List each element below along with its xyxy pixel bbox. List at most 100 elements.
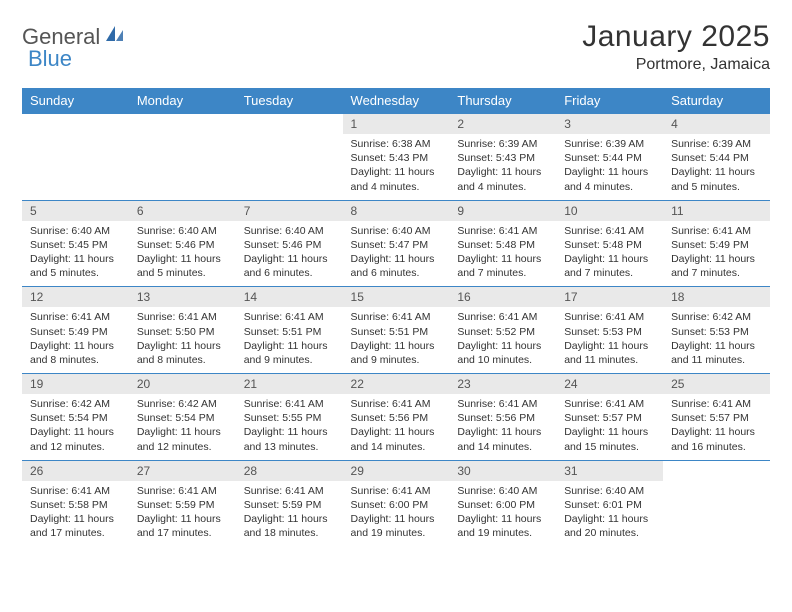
calendar-day-cell: 2Sunrise: 6:39 AMSunset: 5:43 PMDaylight…	[449, 114, 556, 201]
day-number: 18	[663, 287, 770, 307]
day-details: Sunrise: 6:38 AMSunset: 5:43 PMDaylight:…	[343, 134, 450, 200]
day-details: Sunrise: 6:40 AMSunset: 6:00 PMDaylight:…	[449, 481, 556, 547]
day-details: Sunrise: 6:41 AMSunset: 5:51 PMDaylight:…	[343, 307, 450, 373]
calendar-day-cell: 24Sunrise: 6:41 AMSunset: 5:57 PMDayligh…	[556, 374, 663, 461]
calendar-row: 12Sunrise: 6:41 AMSunset: 5:49 PMDayligh…	[22, 287, 770, 374]
calendar-day-cell: 4Sunrise: 6:39 AMSunset: 5:44 PMDaylight…	[663, 114, 770, 201]
day-details: Sunrise: 6:41 AMSunset: 5:57 PMDaylight:…	[556, 394, 663, 460]
day-number: 5	[22, 201, 129, 221]
day-number: 12	[22, 287, 129, 307]
day-number: 9	[449, 201, 556, 221]
day-number: 6	[129, 201, 236, 221]
day-number: 30	[449, 461, 556, 481]
calendar-day-cell: 3Sunrise: 6:39 AMSunset: 5:44 PMDaylight…	[556, 114, 663, 201]
calendar-day-cell: 6Sunrise: 6:40 AMSunset: 5:46 PMDaylight…	[129, 200, 236, 287]
calendar-day-cell: 17Sunrise: 6:41 AMSunset: 5:53 PMDayligh…	[556, 287, 663, 374]
day-details: Sunrise: 6:41 AMSunset: 5:50 PMDaylight:…	[129, 307, 236, 373]
day-details: Sunrise: 6:41 AMSunset: 5:49 PMDaylight:…	[22, 307, 129, 373]
calendar-day-cell: 8Sunrise: 6:40 AMSunset: 5:47 PMDaylight…	[343, 200, 450, 287]
weekday-header: Monday	[129, 88, 236, 114]
title-block: January 2025 Portmore, Jamaica	[582, 20, 770, 74]
calendar-empty-cell	[129, 114, 236, 201]
day-number: 8	[343, 201, 450, 221]
calendar-day-cell: 7Sunrise: 6:40 AMSunset: 5:46 PMDaylight…	[236, 200, 343, 287]
day-details: Sunrise: 6:40 AMSunset: 6:01 PMDaylight:…	[556, 481, 663, 547]
weekday-header: Thursday	[449, 88, 556, 114]
day-details: Sunrise: 6:39 AMSunset: 5:44 PMDaylight:…	[556, 134, 663, 200]
calendar-empty-cell	[236, 114, 343, 201]
calendar-day-cell: 1Sunrise: 6:38 AMSunset: 5:43 PMDaylight…	[343, 114, 450, 201]
calendar-row: 5Sunrise: 6:40 AMSunset: 5:45 PMDaylight…	[22, 200, 770, 287]
calendar-day-cell: 10Sunrise: 6:41 AMSunset: 5:48 PMDayligh…	[556, 200, 663, 287]
day-details: Sunrise: 6:41 AMSunset: 5:56 PMDaylight:…	[343, 394, 450, 460]
day-details: Sunrise: 6:41 AMSunset: 5:49 PMDaylight:…	[663, 221, 770, 287]
day-details: Sunrise: 6:41 AMSunset: 5:52 PMDaylight:…	[449, 307, 556, 373]
day-number: 24	[556, 374, 663, 394]
header: General January 2025 Portmore, Jamaica	[22, 20, 770, 74]
day-details: Sunrise: 6:41 AMSunset: 6:00 PMDaylight:…	[343, 481, 450, 547]
calendar-day-cell: 16Sunrise: 6:41 AMSunset: 5:52 PMDayligh…	[449, 287, 556, 374]
day-details: Sunrise: 6:41 AMSunset: 5:55 PMDaylight:…	[236, 394, 343, 460]
weekday-header: Saturday	[663, 88, 770, 114]
day-number: 17	[556, 287, 663, 307]
day-details: Sunrise: 6:41 AMSunset: 5:51 PMDaylight:…	[236, 307, 343, 373]
day-details: Sunrise: 6:40 AMSunset: 5:47 PMDaylight:…	[343, 221, 450, 287]
calendar-table: SundayMondayTuesdayWednesdayThursdayFrid…	[22, 88, 770, 546]
day-number: 3	[556, 114, 663, 134]
day-details: Sunrise: 6:42 AMSunset: 5:54 PMDaylight:…	[22, 394, 129, 460]
day-number: 29	[343, 461, 450, 481]
calendar-day-cell: 22Sunrise: 6:41 AMSunset: 5:56 PMDayligh…	[343, 374, 450, 461]
brand-text-2: Blue	[28, 46, 72, 72]
calendar-day-cell: 12Sunrise: 6:41 AMSunset: 5:49 PMDayligh…	[22, 287, 129, 374]
day-details: Sunrise: 6:40 AMSunset: 5:46 PMDaylight:…	[236, 221, 343, 287]
day-details: Sunrise: 6:39 AMSunset: 5:43 PMDaylight:…	[449, 134, 556, 200]
calendar-day-cell: 18Sunrise: 6:42 AMSunset: 5:53 PMDayligh…	[663, 287, 770, 374]
calendar-day-cell: 30Sunrise: 6:40 AMSunset: 6:00 PMDayligh…	[449, 460, 556, 546]
calendar-day-cell: 31Sunrise: 6:40 AMSunset: 6:01 PMDayligh…	[556, 460, 663, 546]
calendar-day-cell: 28Sunrise: 6:41 AMSunset: 5:59 PMDayligh…	[236, 460, 343, 546]
calendar-day-cell: 20Sunrise: 6:42 AMSunset: 5:54 PMDayligh…	[129, 374, 236, 461]
day-details: Sunrise: 6:41 AMSunset: 5:53 PMDaylight:…	[556, 307, 663, 373]
day-number: 31	[556, 461, 663, 481]
day-number: 20	[129, 374, 236, 394]
calendar-row: 19Sunrise: 6:42 AMSunset: 5:54 PMDayligh…	[22, 374, 770, 461]
calendar-day-cell: 14Sunrise: 6:41 AMSunset: 5:51 PMDayligh…	[236, 287, 343, 374]
day-details: Sunrise: 6:41 AMSunset: 5:56 PMDaylight:…	[449, 394, 556, 460]
weekday-header: Wednesday	[343, 88, 450, 114]
day-number: 1	[343, 114, 450, 134]
day-number: 22	[343, 374, 450, 394]
sail-icon	[104, 24, 126, 50]
day-details: Sunrise: 6:41 AMSunset: 5:57 PMDaylight:…	[663, 394, 770, 460]
day-number: 7	[236, 201, 343, 221]
calendar-day-cell: 21Sunrise: 6:41 AMSunset: 5:55 PMDayligh…	[236, 374, 343, 461]
day-details: Sunrise: 6:42 AMSunset: 5:53 PMDaylight:…	[663, 307, 770, 373]
weekday-header: Tuesday	[236, 88, 343, 114]
calendar-day-cell: 9Sunrise: 6:41 AMSunset: 5:48 PMDaylight…	[449, 200, 556, 287]
day-number: 21	[236, 374, 343, 394]
location-label: Portmore, Jamaica	[582, 56, 770, 74]
calendar-day-cell: 23Sunrise: 6:41 AMSunset: 5:56 PMDayligh…	[449, 374, 556, 461]
calendar-day-cell: 15Sunrise: 6:41 AMSunset: 5:51 PMDayligh…	[343, 287, 450, 374]
calendar-day-cell: 11Sunrise: 6:41 AMSunset: 5:49 PMDayligh…	[663, 200, 770, 287]
day-number: 11	[663, 201, 770, 221]
day-number: 16	[449, 287, 556, 307]
calendar-empty-cell	[22, 114, 129, 201]
calendar-row: 26Sunrise: 6:41 AMSunset: 5:58 PMDayligh…	[22, 460, 770, 546]
day-number: 19	[22, 374, 129, 394]
day-number: 10	[556, 201, 663, 221]
calendar-day-cell: 19Sunrise: 6:42 AMSunset: 5:54 PMDayligh…	[22, 374, 129, 461]
day-details: Sunrise: 6:41 AMSunset: 5:48 PMDaylight:…	[449, 221, 556, 287]
calendar-empty-cell	[663, 460, 770, 546]
calendar-day-cell: 13Sunrise: 6:41 AMSunset: 5:50 PMDayligh…	[129, 287, 236, 374]
day-details: Sunrise: 6:39 AMSunset: 5:44 PMDaylight:…	[663, 134, 770, 200]
weekday-header-row: SundayMondayTuesdayWednesdayThursdayFrid…	[22, 88, 770, 114]
day-number: 13	[129, 287, 236, 307]
day-details: Sunrise: 6:41 AMSunset: 5:58 PMDaylight:…	[22, 481, 129, 547]
day-number: 15	[343, 287, 450, 307]
day-number: 2	[449, 114, 556, 134]
calendar-body: 1Sunrise: 6:38 AMSunset: 5:43 PMDaylight…	[22, 114, 770, 547]
day-details: Sunrise: 6:40 AMSunset: 5:46 PMDaylight:…	[129, 221, 236, 287]
day-details: Sunrise: 6:41 AMSunset: 5:48 PMDaylight:…	[556, 221, 663, 287]
calendar-day-cell: 29Sunrise: 6:41 AMSunset: 6:00 PMDayligh…	[343, 460, 450, 546]
day-number: 26	[22, 461, 129, 481]
